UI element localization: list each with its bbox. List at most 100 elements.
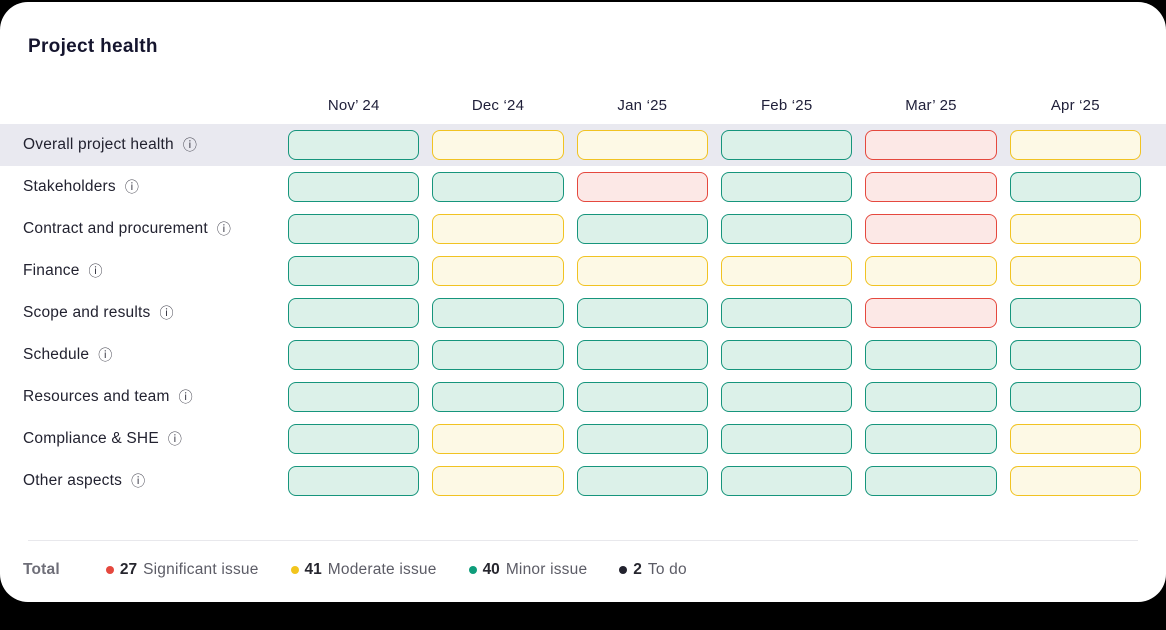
month-header: Mar’ 25	[905, 96, 957, 114]
month-header-row: Nov’ 24 Dec ‘24 Jan ‘25 Feb ‘25 Mar’ 25 …	[0, 86, 1166, 124]
legend-count: 27	[119, 561, 138, 578]
row-label: Schedule	[23, 346, 90, 363]
info-icon[interactable]: ⓘ	[182, 137, 197, 153]
info-icon[interactable]: ⓘ	[88, 263, 103, 279]
legend-label: To do	[647, 561, 687, 578]
health-cell[interactable]	[720, 382, 853, 412]
health-cell[interactable]	[432, 340, 564, 370]
legend-label: Moderate issue	[327, 561, 437, 578]
month-header: Dec ‘24	[471, 96, 525, 114]
todo-dot-icon	[619, 566, 628, 574]
info-icon[interactable]: ⓘ	[216, 221, 231, 237]
health-cell[interactable]	[720, 256, 853, 286]
health-cell[interactable]	[576, 256, 708, 286]
health-cell[interactable]	[865, 298, 997, 328]
health-cell[interactable]	[720, 466, 853, 496]
row-label: Overall project health	[23, 136, 174, 153]
health-cell[interactable]	[720, 340, 853, 370]
health-cell[interactable]	[432, 466, 564, 496]
legend-item-significant: 27 Significant issue	[105, 561, 259, 579]
health-cell[interactable]	[576, 466, 708, 496]
legend-label: Minor issue	[505, 561, 588, 578]
health-cell[interactable]	[720, 214, 853, 244]
row-label: Compliance & SHE	[23, 430, 159, 447]
month-header: Apr ‘25	[1050, 96, 1100, 114]
moderate-dot-icon	[290, 566, 299, 574]
health-row-resources: Resources and team ⓘ	[0, 376, 1166, 418]
info-icon[interactable]: ⓘ	[131, 473, 146, 489]
info-icon[interactable]: ⓘ	[98, 347, 113, 363]
info-icon[interactable]: ⓘ	[159, 305, 174, 321]
health-cell[interactable]	[720, 298, 853, 328]
health-cell[interactable]	[865, 130, 997, 160]
health-cell[interactable]	[576, 172, 708, 202]
health-cell[interactable]	[1009, 382, 1141, 412]
health-cell[interactable]	[865, 214, 997, 244]
row-label: Contract and procurement	[23, 220, 208, 237]
health-cell[interactable]	[432, 214, 564, 244]
health-cell[interactable]	[720, 172, 853, 202]
health-cell[interactable]	[1009, 298, 1141, 328]
info-icon[interactable]: ⓘ	[167, 431, 182, 447]
health-cell[interactable]	[576, 214, 708, 244]
health-cell[interactable]	[1009, 256, 1141, 286]
health-cell[interactable]	[720, 130, 853, 160]
health-cell[interactable]	[288, 256, 420, 286]
health-cell[interactable]	[432, 298, 564, 328]
health-cell[interactable]	[432, 130, 564, 160]
minor-dot-icon	[468, 566, 477, 574]
health-cell[interactable]	[576, 382, 708, 412]
legend-divider	[28, 540, 1138, 541]
health-row-overall: Overall project health ⓘ	[0, 124, 1166, 166]
health-cell[interactable]	[1009, 424, 1141, 454]
health-row-finance: Finance ⓘ	[0, 250, 1166, 292]
health-cell[interactable]	[288, 382, 420, 412]
row-label: Resources and team	[23, 388, 170, 405]
health-row-schedule: Schedule ⓘ	[0, 334, 1166, 376]
health-cell[interactable]	[865, 382, 997, 412]
health-cell[interactable]	[288, 214, 420, 244]
legend-total-label: Total	[23, 561, 60, 578]
health-cell[interactable]	[576, 130, 708, 160]
month-header: Feb ‘25	[760, 96, 813, 114]
health-cell[interactable]	[1009, 340, 1141, 370]
health-row-other: Other aspects ⓘ	[0, 460, 1166, 502]
health-cell[interactable]	[1009, 214, 1141, 244]
row-label: Finance	[23, 262, 80, 279]
health-cell[interactable]	[1009, 466, 1141, 496]
row-label: Scope and results	[23, 304, 151, 321]
health-cell[interactable]	[865, 340, 997, 370]
health-cell[interactable]	[432, 424, 564, 454]
health-cell[interactable]	[288, 340, 420, 370]
health-cell[interactable]	[576, 340, 708, 370]
health-cell[interactable]	[288, 466, 420, 496]
row-label: Stakeholders	[23, 178, 116, 195]
project-health-card: Project health Nov’ 24 Dec ‘24 Jan ‘25 F…	[0, 2, 1166, 602]
health-cell[interactable]	[576, 424, 708, 454]
health-cell[interactable]	[1009, 130, 1141, 160]
info-icon[interactable]: ⓘ	[124, 179, 139, 195]
legend-item-moderate: 41 Moderate issue	[290, 561, 437, 579]
health-cell[interactable]	[432, 256, 564, 286]
legend-label: Significant issue	[143, 561, 259, 578]
page-title: Project health	[28, 36, 158, 57]
health-cell[interactable]	[720, 424, 853, 454]
health-cell[interactable]	[432, 172, 564, 202]
health-row-stakeholders: Stakeholders ⓘ	[0, 166, 1166, 208]
info-icon[interactable]: ⓘ	[178, 389, 193, 405]
health-cell[interactable]	[865, 256, 997, 286]
health-cell[interactable]	[288, 172, 420, 202]
health-cell[interactable]	[432, 382, 564, 412]
health-cell[interactable]	[288, 298, 420, 328]
health-cell[interactable]	[1009, 172, 1141, 202]
health-cell[interactable]	[288, 130, 420, 160]
significant-dot-icon	[105, 566, 114, 574]
health-row-scope: Scope and results ⓘ	[0, 292, 1166, 334]
legend-count: 2	[633, 561, 642, 578]
health-cell[interactable]	[288, 424, 420, 454]
health-cell[interactable]	[576, 298, 708, 328]
health-cell[interactable]	[865, 424, 997, 454]
health-row-contract: Contract and procurement ⓘ	[0, 208, 1166, 250]
health-cell[interactable]	[865, 466, 997, 496]
health-cell[interactable]	[865, 172, 997, 202]
